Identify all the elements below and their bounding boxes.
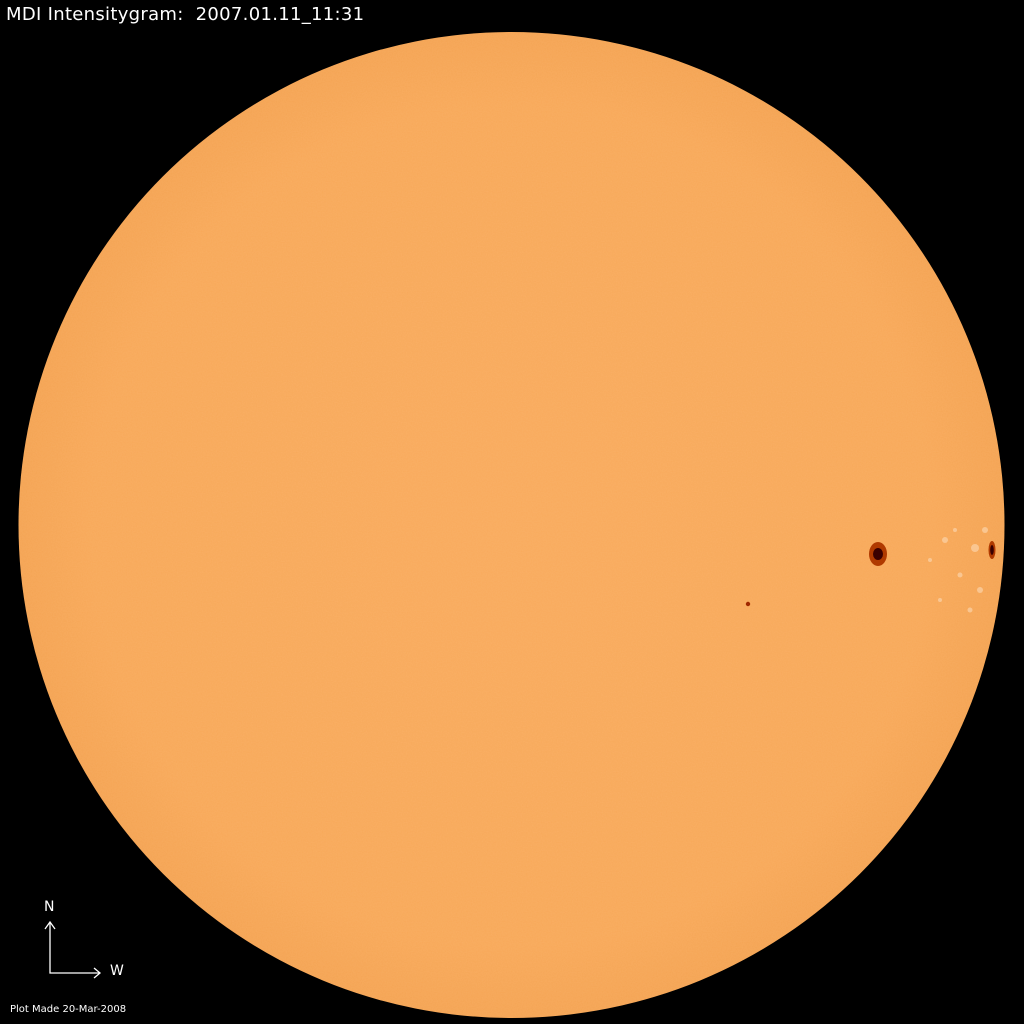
west-label: W (110, 963, 124, 979)
north-label: N (44, 899, 55, 915)
compass-arrows (44, 920, 102, 979)
image-title: MDI Intensitygram: 2007.01.11_11:31 (6, 4, 365, 25)
plot-made-footer: Plot Made 20-Mar-2008 (10, 1004, 127, 1015)
sunspot-small (745, 601, 751, 607)
disk-granulation (18, 32, 1005, 1018)
sunspot-limb (988, 541, 996, 559)
faculae (928, 527, 988, 613)
sunspot-large (869, 542, 887, 566)
